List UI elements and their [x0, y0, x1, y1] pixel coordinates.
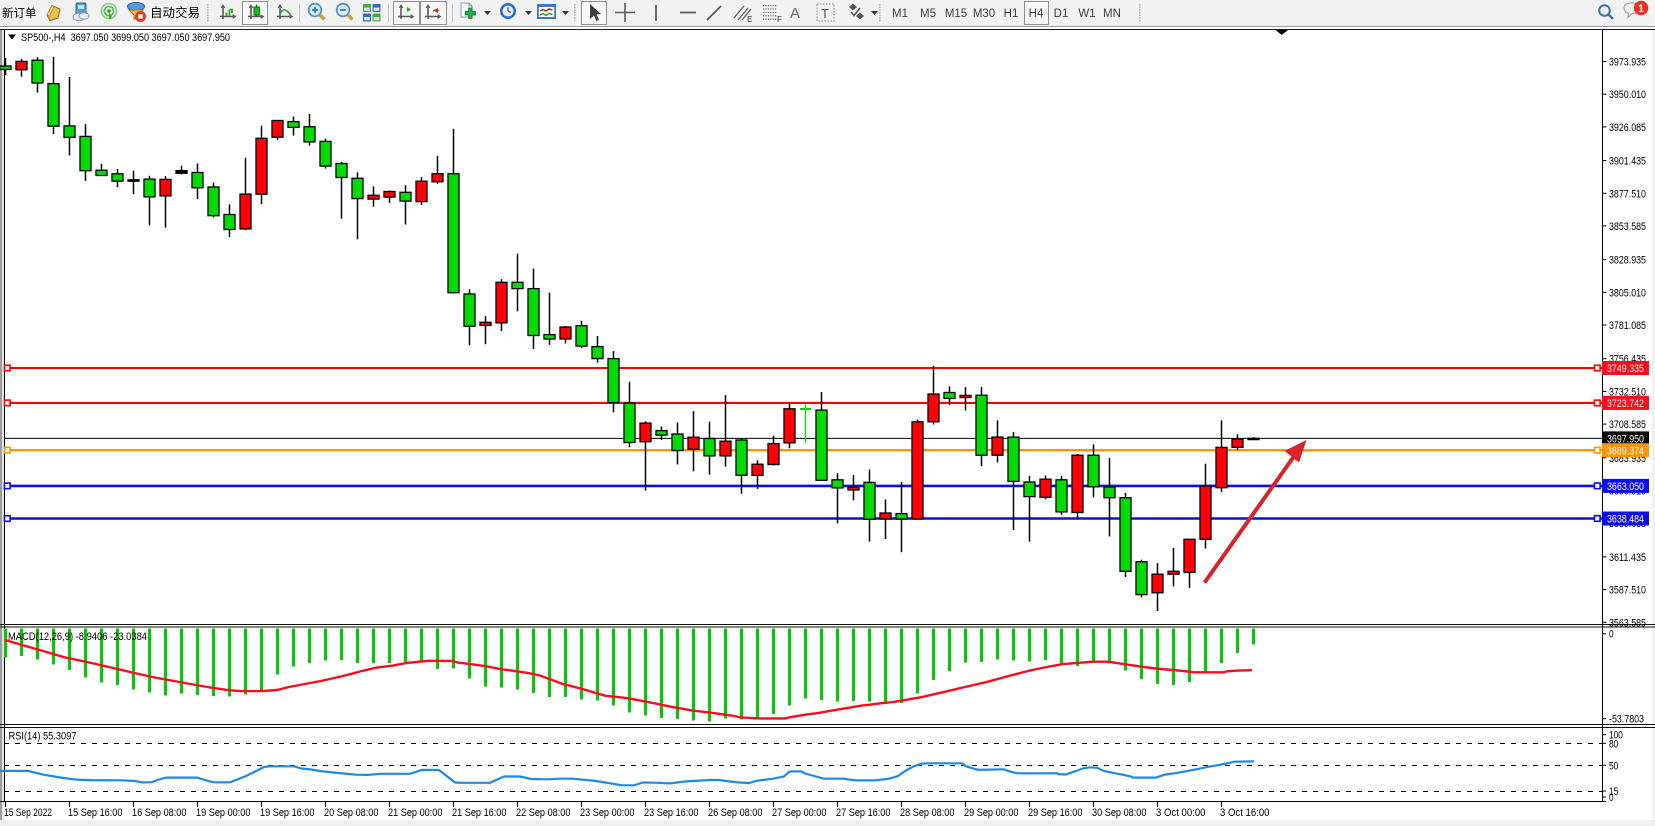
svg-text:3853.585: 3853.585 [1609, 221, 1646, 233]
svg-text:M30: M30 [973, 8, 995, 20]
svg-text:1: 1 [1638, 3, 1644, 15]
svg-text:3926.085: 3926.085 [1609, 122, 1646, 134]
svg-text:MN: MN [1103, 8, 1121, 20]
svg-text:15 Sep 2022: 15 Sep 2022 [4, 807, 52, 819]
svg-text:26 Sep 08:00: 26 Sep 08:00 [708, 807, 763, 819]
svg-text:3563.585: 3563.585 [1609, 617, 1646, 629]
svg-text:29 Sep 16:00: 29 Sep 16:00 [1028, 807, 1083, 819]
svg-text:M1: M1 [892, 8, 908, 20]
svg-text:28 Sep 08:00: 28 Sep 08:00 [900, 807, 955, 819]
svg-text:0: 0 [1609, 629, 1614, 641]
svg-text:27 Sep 00:00: 27 Sep 00:00 [772, 807, 827, 819]
svg-text:19 Sep 16:00: 19 Sep 16:00 [260, 807, 315, 819]
svg-text:3877.510: 3877.510 [1609, 188, 1646, 200]
svg-text:3901.435: 3901.435 [1609, 156, 1646, 168]
svg-text:19 Sep 00:00: 19 Sep 00:00 [196, 807, 251, 819]
svg-text:M5: M5 [920, 8, 936, 20]
svg-text:3697.950: 3697.950 [1607, 434, 1644, 446]
svg-text:SP500-,H4 3697.050 3699.050 3: SP500-,H4 3697.050 3699.050 3697.050 369… [21, 32, 230, 44]
svg-text:27 Sep 16:00: 27 Sep 16:00 [836, 807, 891, 819]
svg-text:3638.484: 3638.484 [1607, 514, 1644, 526]
svg-text:M15: M15 [945, 8, 967, 20]
svg-text:29 Sep 00:00: 29 Sep 00:00 [964, 807, 1019, 819]
svg-text:-53.7803: -53.7803 [1609, 714, 1644, 726]
svg-text:H4: H4 [1029, 8, 1044, 20]
svg-text:15: 15 [1609, 786, 1618, 798]
svg-text:3 Oct 00:00: 3 Oct 00:00 [1156, 807, 1206, 819]
svg-text:0: 0 [1609, 792, 1614, 804]
svg-text:3732.510: 3732.510 [1609, 386, 1646, 398]
svg-text:16 Sep 08:00: 16 Sep 08:00 [132, 807, 187, 819]
svg-text:50: 50 [1609, 760, 1618, 772]
svg-text:MACD(12,26,9) -8.9406 -23.0384: MACD(12,26,9) -8.9406 -23.0384 [8, 631, 147, 643]
svg-text:15 Sep 16:00: 15 Sep 16:00 [68, 807, 123, 819]
svg-text:自动交易: 自动交易 [150, 5, 200, 20]
svg-text:22 Sep 08:00: 22 Sep 08:00 [516, 807, 571, 819]
svg-text:3723.742: 3723.742 [1607, 398, 1644, 410]
svg-text:23 Sep 00:00: 23 Sep 00:00 [580, 807, 635, 819]
svg-text:D1: D1 [1054, 8, 1069, 20]
svg-text:W1: W1 [1078, 8, 1095, 20]
svg-text:3708.585: 3708.585 [1609, 419, 1646, 431]
svg-text:H1: H1 [1004, 8, 1019, 20]
svg-text:3 Oct 16:00: 3 Oct 16:00 [1220, 807, 1270, 819]
svg-text:80: 80 [1609, 738, 1618, 750]
svg-text:新订单: 新订单 [2, 6, 37, 20]
svg-text:23 Sep 16:00: 23 Sep 16:00 [644, 807, 699, 819]
svg-text:E: E [747, 15, 752, 24]
svg-text:3587.510: 3587.510 [1609, 585, 1646, 597]
svg-text:21 Sep 16:00: 21 Sep 16:00 [452, 807, 507, 819]
svg-text:T: T [821, 6, 829, 21]
svg-text:3689.374: 3689.374 [1607, 445, 1644, 457]
svg-text:100: 100 [1609, 730, 1623, 742]
svg-text:20 Sep 08:00: 20 Sep 08:00 [324, 807, 379, 819]
svg-text:A: A [790, 5, 800, 22]
svg-text:3805.010: 3805.010 [1609, 287, 1646, 299]
svg-text:3749.335: 3749.335 [1607, 363, 1644, 375]
svg-text:3611.435: 3611.435 [1609, 552, 1646, 564]
svg-text:F: F [777, 15, 782, 24]
svg-text:RSI(14) 55.3097: RSI(14) 55.3097 [9, 731, 77, 743]
svg-text:3973.935: 3973.935 [1609, 57, 1646, 69]
svg-text:3950.010: 3950.010 [1609, 89, 1646, 101]
svg-text:3828.935: 3828.935 [1609, 255, 1646, 267]
svg-text:30 Sep 08:00: 30 Sep 08:00 [1092, 807, 1147, 819]
svg-text:21 Sep 00:00: 21 Sep 00:00 [388, 807, 443, 819]
svg-text:3781.085: 3781.085 [1609, 320, 1646, 332]
svg-text:3663.050: 3663.050 [1607, 481, 1644, 493]
